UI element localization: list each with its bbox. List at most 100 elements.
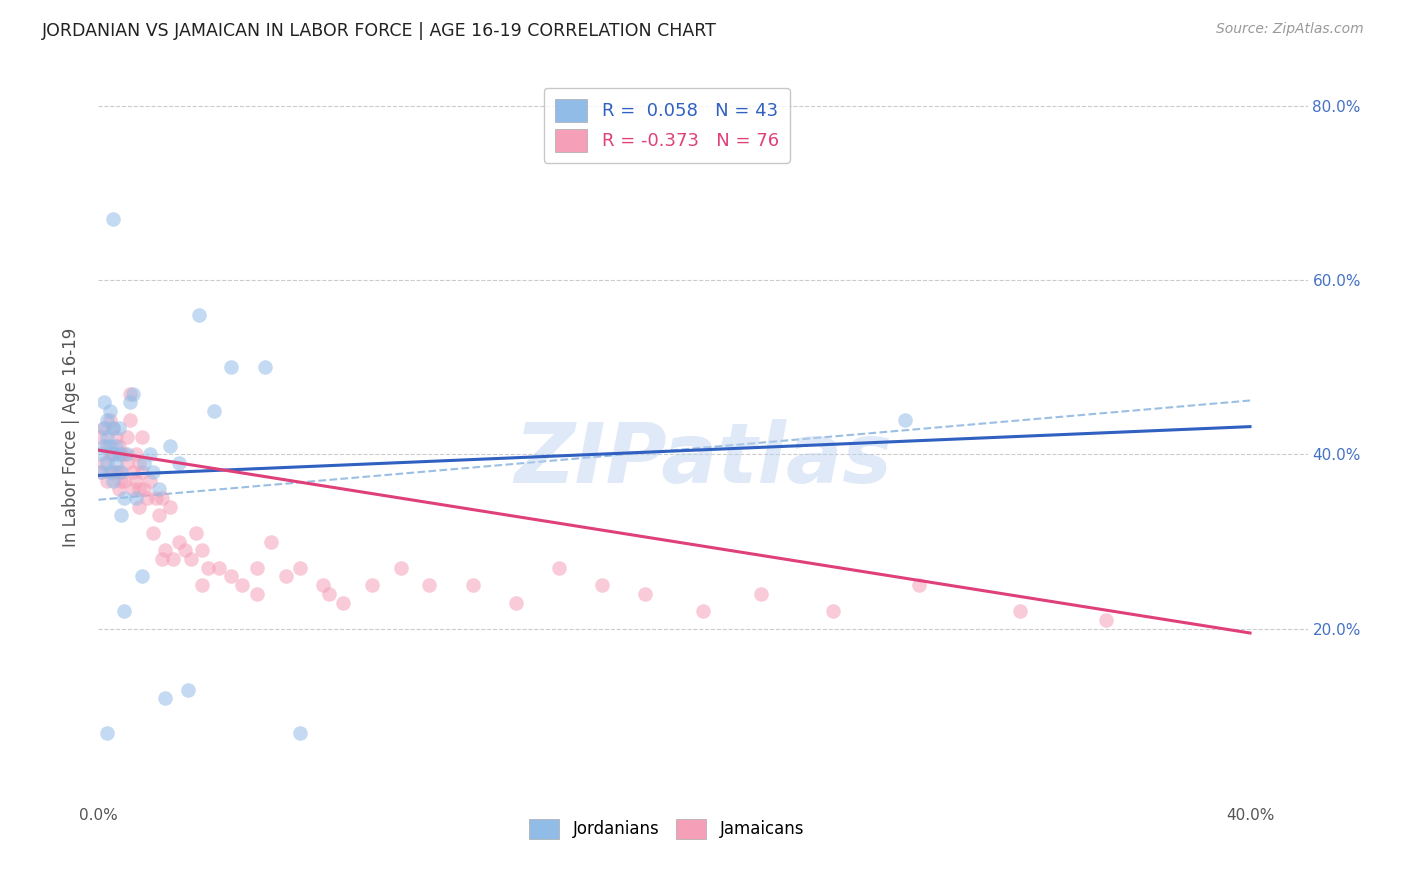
Point: [101, 448, 124, 462]
Point: [150, 491, 173, 505]
Point: [128, 500, 150, 514]
Point: [96, 439, 118, 453]
Point: [93, 421, 115, 435]
Point: [101, 212, 124, 227]
Point: [90, 430, 112, 444]
Point: [288, 560, 311, 574]
Point: [505, 595, 527, 609]
Point: [191, 578, 214, 592]
Point: [461, 578, 484, 592]
Point: [893, 412, 915, 426]
Point: [139, 448, 162, 462]
Point: [98, 465, 121, 479]
Point: [361, 578, 384, 592]
Point: [128, 456, 150, 470]
Point: [139, 474, 162, 488]
Point: [191, 543, 214, 558]
Point: [176, 682, 198, 697]
Point: [246, 560, 269, 574]
Point: [98, 412, 121, 426]
Text: JORDANIAN VS JAMAICAN IN LABOR FORCE | AGE 16-19 CORRELATION CHART: JORDANIAN VS JAMAICAN IN LABOR FORCE | A…: [42, 22, 717, 40]
Point: [332, 595, 354, 609]
Point: [188, 308, 211, 322]
Point: [96, 726, 118, 740]
Point: [418, 578, 440, 592]
Point: [202, 404, 225, 418]
Point: [134, 483, 156, 497]
Point: [125, 448, 148, 462]
Point: [908, 578, 931, 592]
Point: [186, 525, 208, 540]
Point: [1095, 613, 1118, 627]
Point: [110, 508, 132, 523]
Point: [96, 412, 118, 426]
Point: [93, 421, 115, 435]
Point: [591, 578, 613, 592]
Point: [134, 456, 156, 470]
Point: [98, 448, 121, 462]
Point: [288, 726, 311, 740]
Point: [136, 491, 159, 505]
Point: [389, 560, 412, 574]
Point: [260, 534, 283, 549]
Point: [548, 560, 571, 574]
Point: [104, 465, 127, 479]
Point: [104, 439, 127, 453]
Point: [162, 552, 184, 566]
Point: [749, 587, 772, 601]
Point: [107, 439, 129, 453]
Point: [110, 474, 132, 488]
Point: [98, 439, 121, 453]
Point: [821, 604, 844, 618]
Point: [274, 569, 297, 583]
Point: [145, 491, 167, 505]
Point: [125, 474, 148, 488]
Legend: Jordanians, Jamaicans: Jordanians, Jamaicans: [523, 812, 811, 846]
Point: [101, 448, 124, 462]
Y-axis label: In Labor Force | Age 16-19: In Labor Force | Age 16-19: [62, 327, 80, 547]
Point: [120, 412, 142, 426]
Point: [167, 534, 190, 549]
Point: [122, 483, 145, 497]
Point: [90, 465, 112, 479]
Point: [115, 456, 138, 470]
Point: [101, 421, 124, 435]
Point: [107, 448, 129, 462]
Point: [122, 465, 145, 479]
Point: [120, 386, 142, 401]
Point: [148, 508, 170, 523]
Point: [312, 578, 335, 592]
Point: [197, 560, 219, 574]
Point: [131, 430, 153, 444]
Point: [153, 543, 176, 558]
Point: [159, 500, 181, 514]
Point: [104, 430, 127, 444]
Text: Source: ZipAtlas.com: Source: ZipAtlas.com: [1216, 22, 1364, 37]
Point: [96, 430, 118, 444]
Point: [219, 569, 242, 583]
Point: [122, 386, 145, 401]
Point: [96, 474, 118, 488]
Point: [112, 474, 135, 488]
Point: [96, 456, 118, 470]
Point: [318, 587, 340, 601]
Point: [101, 465, 124, 479]
Point: [167, 456, 190, 470]
Point: [98, 404, 121, 418]
Point: [115, 430, 138, 444]
Point: [104, 456, 127, 470]
Point: [112, 448, 135, 462]
Point: [173, 543, 195, 558]
Point: [142, 525, 165, 540]
Point: [110, 465, 132, 479]
Point: [90, 465, 112, 479]
Point: [231, 578, 253, 592]
Point: [112, 491, 135, 505]
Point: [153, 691, 176, 706]
Point: [101, 474, 124, 488]
Point: [90, 448, 112, 462]
Point: [150, 552, 173, 566]
Point: [125, 491, 148, 505]
Point: [254, 360, 277, 375]
Point: [128, 483, 150, 497]
